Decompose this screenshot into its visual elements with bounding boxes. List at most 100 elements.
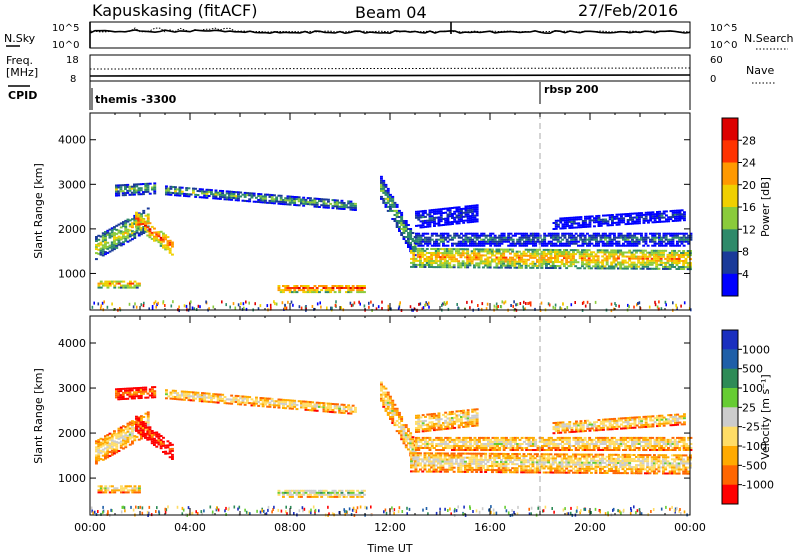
power-echo-cell xyxy=(538,248,542,251)
power-echo-cell xyxy=(228,198,231,201)
power-echo-speck xyxy=(375,307,378,311)
velocity-echo-cell xyxy=(183,394,186,397)
power-echo-cell xyxy=(671,257,674,260)
velocity-echo-cell xyxy=(131,442,134,445)
velocity-echo-cell xyxy=(395,409,399,412)
velocity-echo-cell xyxy=(419,464,422,467)
cpid-event-rbsp: rbsp 200 xyxy=(544,83,599,96)
power-echo-cell xyxy=(380,177,383,180)
velocity-echo-cell xyxy=(270,404,274,406)
power-echo-cell xyxy=(491,250,494,253)
power-echo-cell xyxy=(658,212,662,215)
power-echo-cell xyxy=(419,263,422,266)
power-echo-cell xyxy=(592,257,596,260)
power-echo-cell xyxy=(605,251,609,254)
power-echo-speck xyxy=(428,305,430,309)
velocity-echo-cell xyxy=(410,456,413,459)
velocity-echo-cell xyxy=(221,397,225,400)
power-echo-cell xyxy=(128,235,132,238)
power-echo-cell xyxy=(99,286,103,289)
power-echo-cell xyxy=(527,238,531,241)
power-echo-cell xyxy=(671,214,675,216)
power-echo-cell xyxy=(356,289,360,292)
power-echo-cell xyxy=(201,190,204,193)
power-echo-cell xyxy=(196,190,200,192)
power-echo-cell xyxy=(433,232,436,235)
power-echo-cell xyxy=(389,203,392,206)
power-echo-cell xyxy=(133,214,137,217)
power-echo-cell xyxy=(228,194,231,197)
power-echo-speck xyxy=(248,301,250,305)
power-ytick-label: 4000 xyxy=(58,134,86,147)
power-echo-cell xyxy=(101,252,105,255)
power-echo-cell xyxy=(644,217,648,220)
velocity-echo-cell xyxy=(574,471,578,474)
power-echo-speck xyxy=(153,301,155,305)
power-echo-cell xyxy=(384,205,388,208)
velocity-echo-cell xyxy=(176,398,180,401)
power-echo-cell xyxy=(608,251,611,254)
power-echo-cell xyxy=(585,249,589,252)
power-echo-cell xyxy=(489,238,493,241)
power-echo-cell xyxy=(101,232,105,235)
power-echo-cell xyxy=(291,197,294,200)
power-echo-cell xyxy=(659,259,663,262)
power-echo-cell xyxy=(122,223,125,226)
velocity-echo-cell xyxy=(391,409,395,412)
power-echo-cell xyxy=(648,251,652,254)
power-echo-cell xyxy=(419,226,423,229)
power-echo-cell xyxy=(579,224,583,227)
power-echo-cell xyxy=(110,227,114,230)
velocity-echo-cell xyxy=(309,405,312,408)
power-echo-cell xyxy=(448,209,452,212)
velocity-echo-cell xyxy=(349,408,353,411)
velocity-echo-cell xyxy=(146,436,150,439)
power-echo-cell xyxy=(475,232,479,235)
power-echo-cell xyxy=(171,243,174,246)
power-echo-cell xyxy=(635,212,639,215)
power-echo-cell xyxy=(124,194,127,197)
power-echo-cell xyxy=(545,244,549,247)
power-echo-cell xyxy=(595,232,598,235)
velocity-echo-cell xyxy=(567,457,571,460)
power-echo-cell xyxy=(171,186,175,188)
power-echo-cell xyxy=(434,256,438,258)
velocity-echo-cell xyxy=(286,491,290,494)
power-echo-cell xyxy=(563,234,567,237)
power-echo-cell xyxy=(610,263,614,266)
power-echo-cell xyxy=(684,266,688,269)
power-echo-cell xyxy=(601,249,605,252)
velocity-echo-cell xyxy=(331,491,335,494)
power-echo-cell xyxy=(460,240,463,243)
power-echo-cell xyxy=(684,260,688,262)
power-echo-cell xyxy=(279,289,283,292)
power-echo-cell xyxy=(470,260,474,263)
power-echo-cell xyxy=(124,188,127,190)
velocity-echo-cell xyxy=(113,434,116,437)
velocity-echo-cell xyxy=(187,395,191,398)
power-echo-cell xyxy=(554,225,558,228)
power-echo-cell xyxy=(216,197,220,200)
power-echo-cell xyxy=(563,227,567,230)
power-echo-cell xyxy=(540,252,544,255)
power-echo-cell xyxy=(630,253,634,256)
velocity-echo-cell xyxy=(439,458,443,461)
power-echo-cell xyxy=(442,236,445,239)
power-echo-cell xyxy=(169,185,173,188)
power-echo-cell xyxy=(428,213,432,216)
power-echo-cell xyxy=(671,242,675,245)
velocity-echo-cell xyxy=(133,395,136,398)
power-echo-cell xyxy=(293,285,297,287)
power-echo-cell xyxy=(646,257,650,260)
velocity-echo-cell xyxy=(137,391,141,393)
power-echo-cell xyxy=(461,260,465,263)
power-echo-cell xyxy=(630,251,634,254)
velocity-echo-cell xyxy=(404,438,408,441)
velocity-echo-cell xyxy=(122,491,126,494)
power-echo-cell xyxy=(460,236,463,239)
power-echo-cell xyxy=(631,240,634,243)
velocity-echo-cell xyxy=(270,397,274,400)
power-echo-cell xyxy=(493,238,497,241)
velocity-echo-cell xyxy=(524,467,528,470)
velocity-echo-cell xyxy=(358,495,362,498)
